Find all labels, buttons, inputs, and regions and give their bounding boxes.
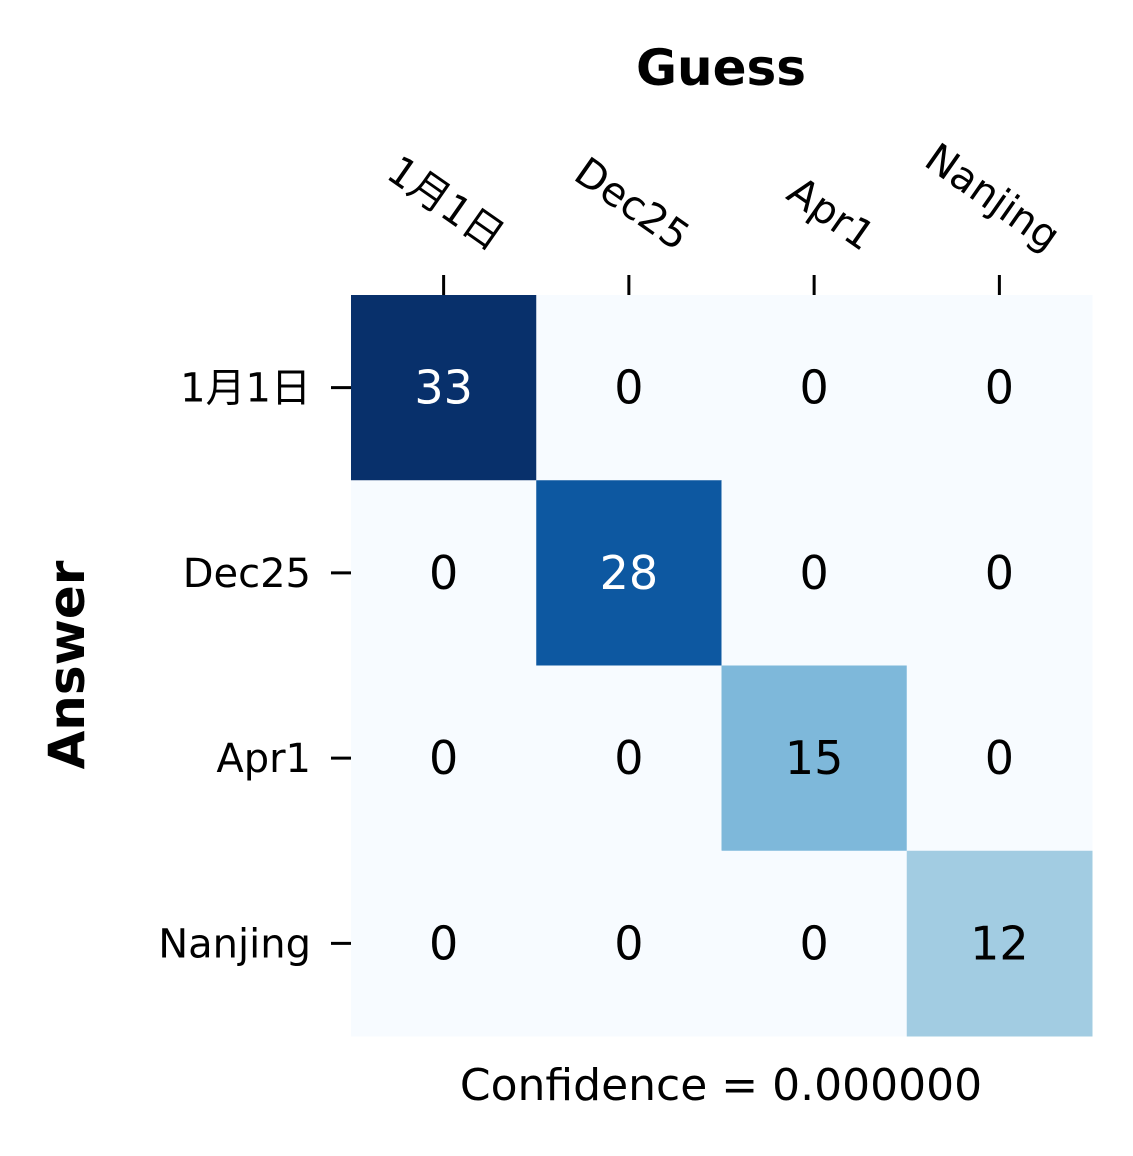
cell-value-label: 0 <box>985 546 1014 600</box>
heatmap-cell <box>721 480 908 666</box>
x-tick-label: 1月1日 <box>379 147 513 260</box>
heatmap-cell <box>906 480 1093 666</box>
cell-value-label: 0 <box>799 916 828 970</box>
cell-value-label: 12 <box>970 916 1029 970</box>
y-tick-label: Apr1 <box>216 736 311 782</box>
heatmap-cell <box>351 665 537 852</box>
heatmap-cell <box>536 850 722 1037</box>
heatmap-cell <box>906 850 1093 1037</box>
heatmap-cells <box>351 295 1093 1037</box>
cell-value-label: 0 <box>985 731 1014 785</box>
heatmap-cell <box>536 480 722 666</box>
heatmap-cell <box>536 295 722 481</box>
heatmap-cell <box>351 295 537 481</box>
heatmap-cell <box>351 480 537 666</box>
x-tick-label: Nanjing <box>917 135 1069 260</box>
cell-value-label: 0 <box>799 361 828 415</box>
y-axis-title: Answer <box>38 560 96 769</box>
heatmap-cell-labels: 33 0 0 0 0 28 0 0 0 0 15 0 0 0 0 12 <box>414 361 1028 971</box>
heatmap-cell <box>536 665 722 852</box>
heatmap-cell <box>721 295 908 481</box>
cell-value-label: 0 <box>429 916 458 970</box>
y-tick-label: Dec25 <box>183 551 311 597</box>
x-tick-label: Dec25 <box>566 149 697 260</box>
heatmap-cell <box>906 665 1093 852</box>
y-axis-ticks: 1月1日 Dec25 Apr1 Nanjing <box>158 366 351 967</box>
y-tick-label: 1月1日 <box>180 366 311 412</box>
cell-value-label: 0 <box>614 731 643 785</box>
cell-value-label: 0 <box>614 916 643 970</box>
y-tick-label: Nanjing <box>158 921 311 967</box>
heatmap-cell <box>721 665 908 852</box>
cell-value-label: 33 <box>414 361 473 415</box>
heatmap-cell <box>721 850 908 1037</box>
x-tick-label: Apr1 <box>779 168 883 260</box>
cell-value-label: 0 <box>429 731 458 785</box>
cell-value-label: 15 <box>785 731 844 785</box>
heatmap-cell <box>906 295 1093 481</box>
x-axis-ticks: 1月1日 Dec25 Apr1 Nanjing <box>379 135 1068 295</box>
x-axis-title: Guess <box>636 39 806 97</box>
confidence-caption: Confidence = 0.000000 <box>460 1060 982 1111</box>
cell-value-label: 0 <box>429 546 458 600</box>
cell-value-label: 0 <box>985 361 1014 415</box>
heatmap-cell <box>351 850 537 1037</box>
cell-value-label: 0 <box>614 361 643 415</box>
cell-value-label: 0 <box>799 546 828 600</box>
cell-value-label: 28 <box>600 546 659 600</box>
